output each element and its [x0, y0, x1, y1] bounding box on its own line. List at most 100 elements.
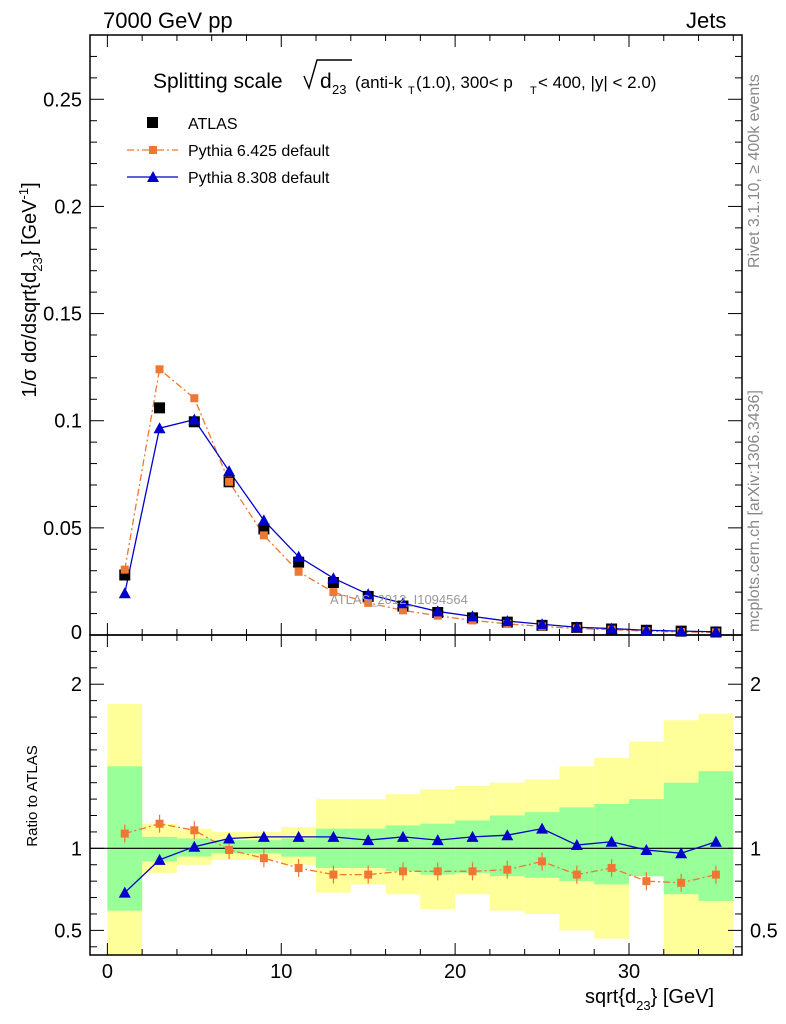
ratio-series-layer [118, 814, 722, 898]
title-detail-sub-1: T [408, 85, 415, 97]
pythia6-point [294, 567, 303, 576]
pythia6-ratio-point [572, 870, 581, 879]
legend: ATLAS Pythia 6.425 default Pythia 8.308 … [127, 116, 330, 187]
pythia6-ratio-point [711, 870, 720, 879]
band-green-bin [628, 799, 664, 877]
axis-tick-labels: 0 10 20 30 0.05 0.1 0.15 0.2 0.25 0 0.5 0.5 1 1 2 2 [43, 89, 778, 983]
pythia8-point [396, 597, 409, 609]
pythia6-ratio-point [433, 867, 442, 876]
ratio-y-tick-label-right: 2 [750, 674, 761, 696]
title-detail-1: (anti-k [355, 73, 403, 92]
pythia8-ratio-point [396, 830, 409, 842]
pythia8-ratio-point [292, 830, 305, 842]
pythia6-ratio-point [364, 870, 373, 879]
pythia6-ratio-point [120, 829, 129, 838]
pythia6-point [398, 606, 407, 615]
pythia8-point [188, 413, 201, 425]
pythia6-point [190, 394, 199, 403]
ratio-plot-frame [89, 634, 743, 956]
pythia6-point [364, 598, 373, 607]
pythia8-ratio-point [466, 830, 479, 842]
pythia8-ratio-point [640, 843, 653, 855]
pythia6-ratio-point [155, 819, 164, 828]
svg-text:1/σ dσ/dsqrt{d23} [GeV-1]: 1/σ dσ/dsqrt{d23} [GeV-1] [16, 182, 45, 397]
ratio-y-tick-label: 1 [71, 838, 82, 860]
legend-pythia6-label: Pythia 6.425 default [188, 143, 330, 160]
pythia6-point [329, 588, 338, 597]
pythia8-ratio-point [118, 886, 131, 898]
pythia8-point [431, 605, 444, 617]
pythia8-point [536, 618, 549, 630]
pythia8-point [675, 625, 688, 637]
title-sqrt-sub: 23 [332, 82, 346, 97]
x-tick-label: 30 [618, 961, 640, 983]
atlas-point [258, 523, 270, 535]
title-detail-2: (1.0), 300< p [416, 73, 513, 92]
pythia6-ratio-line [124, 823, 717, 884]
y-tick-label: 0.1 [54, 411, 82, 433]
pythia8-point [640, 624, 653, 636]
header-left: 7000 GeV pp [103, 8, 233, 33]
x-axis-label: sqrt{d23} [GeV] [585, 986, 714, 1013]
pythia8-ratio-point [570, 839, 583, 851]
ratio-y-tick-label: 0.5 [54, 920, 82, 942]
pythia8-line [124, 418, 716, 633]
band-green-bin [246, 840, 282, 854]
pythia6-ratio-point [607, 864, 616, 873]
pythia6-point [259, 531, 268, 540]
pythia6-line [124, 368, 716, 634]
title-sqrt-term: d [320, 70, 332, 93]
pythia6-ratio-point [538, 857, 547, 866]
pythia8-point [570, 621, 583, 633]
atlas-point [293, 556, 305, 568]
pythia6-ratio-point [398, 867, 407, 876]
pythia8-point [709, 625, 722, 637]
atlas-point [154, 402, 166, 414]
pythia8-ratio-point [536, 822, 549, 834]
pythia8-ratio-point [188, 840, 201, 852]
pythia8-ratio-point [257, 830, 270, 842]
y-tick-label: 0.25 [43, 89, 82, 111]
pythia8-ratio-point [153, 853, 166, 865]
y-tick-label: 0.05 [43, 518, 82, 540]
y-tick-label: 0.15 [43, 304, 82, 326]
y-axis-label-main: 1/σ dσ/dsqrt{d23} [GeV-1] [16, 182, 45, 397]
pythia8-point [466, 610, 479, 622]
pythia8-ratio-point [501, 829, 514, 841]
pythia8-ratio-point [675, 847, 688, 859]
y-tick-label: 0.2 [54, 196, 82, 218]
legend-pythia6-marker [149, 146, 157, 154]
pythia6-point [155, 365, 164, 374]
pythia6-ratio-point [642, 877, 651, 886]
axis-ticks [90, 35, 742, 955]
pythia6-ratio-point [225, 845, 234, 854]
pythia8-point [257, 514, 270, 526]
band-green-bin [281, 838, 317, 857]
ratio-y-tick-label: 2 [71, 674, 82, 696]
y-tick-label-zero: 0 [71, 622, 82, 644]
pythia6-point [225, 477, 234, 486]
pythia8-ratio-point [327, 830, 340, 842]
title-detail-sub-2: T [530, 85, 537, 97]
legend-atlas-marker [147, 117, 158, 128]
x-tick-label: 20 [444, 961, 466, 983]
pythia8-ratio-line [124, 827, 717, 894]
sqrt-symbol [303, 59, 352, 91]
y-axis-label-ratio: Ratio to ATLAS [24, 745, 41, 846]
x-tick-label: 0 [102, 961, 113, 983]
title-detail-3: < 400, |y| < 2.0) [538, 73, 656, 92]
pythia6-ratio-point [259, 854, 268, 863]
pythia8-ratio-point [223, 832, 236, 844]
ratio-y-tick-label-right: 0.5 [750, 920, 778, 942]
pythia8-point [327, 572, 340, 584]
x-tick-label: 10 [270, 961, 292, 983]
atlas-point [119, 569, 131, 581]
pythia6-ratio-point [503, 865, 512, 874]
header-right: Jets [686, 8, 727, 33]
legend-atlas-label: ATLAS [188, 116, 238, 133]
pythia6-ratio-point [329, 870, 338, 879]
pythia8-point [501, 615, 514, 627]
pythia8-ratio-point [605, 835, 618, 847]
pythia6-ratio-point [190, 826, 199, 835]
pythia8-ratio-point [362, 834, 375, 846]
